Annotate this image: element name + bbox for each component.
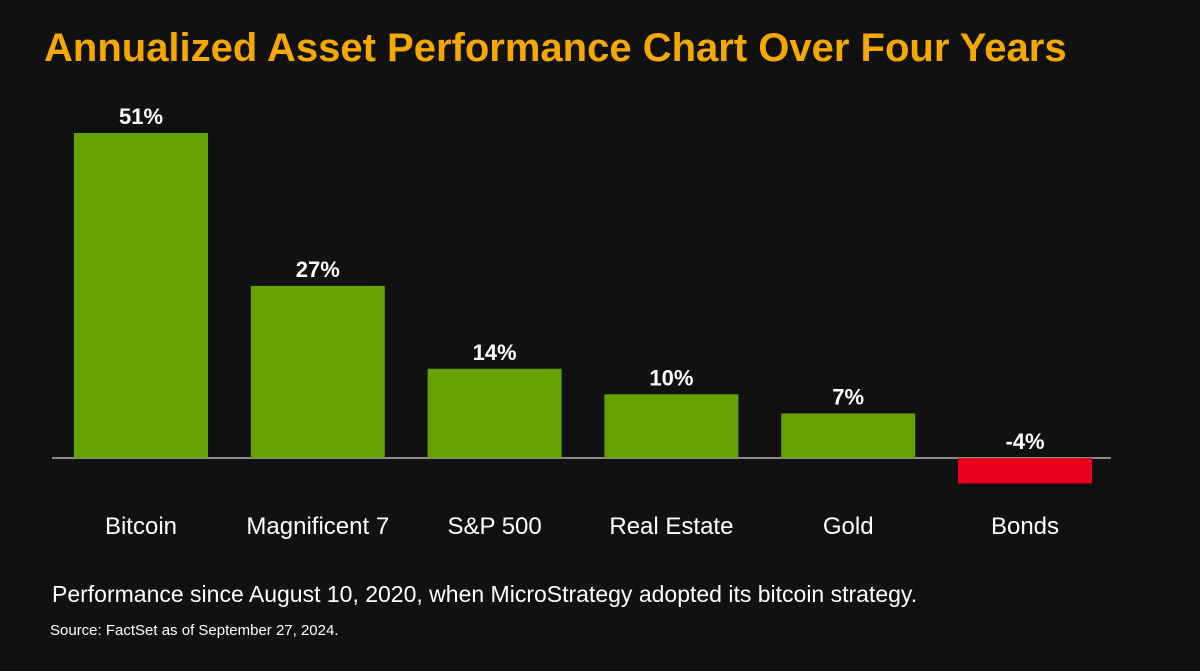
source-note: Source: FactSet as of September 27, 2024… (50, 622, 339, 639)
category-label-bitcoin: Bitcoin (105, 513, 177, 540)
bar-sandp-500 (427, 368, 562, 458)
bar-gold (781, 413, 916, 458)
category-label-sandp-500: S&P 500 (447, 513, 541, 540)
value-label-real-estate: 10% (649, 365, 693, 390)
value-label-bitcoin: 51% (119, 104, 163, 129)
bars-group (74, 133, 1092, 484)
category-labels-group: Bitcoin Magnificent 7 S&P 500 Real Estate Go… (105, 513, 1059, 540)
category-label-real-estate: Real Estate (609, 513, 733, 540)
bar-real-estate (604, 394, 739, 458)
value-label-bonds: -4% (1005, 429, 1044, 454)
value-label-gold: 7% (832, 384, 864, 409)
category-label-gold: Gold (823, 513, 874, 540)
bar-bonds (958, 458, 1092, 484)
category-label-magnificent-7: Magnificent 7 (246, 513, 389, 540)
value-label-sandp-500: 14% (473, 340, 517, 365)
value-labels-group: 51% 27% 14% 10% 7% -4% (119, 104, 1045, 454)
chart-title: Annualized Asset Performance Chart Over … (44, 26, 1067, 70)
footnote: Performance since August 10, 2020, when … (52, 581, 918, 607)
value-label-magnificent-7: 27% (296, 257, 340, 282)
bar-bitcoin (74, 133, 208, 458)
bar-magnificent-7 (250, 285, 385, 458)
category-label-bonds: Bonds (991, 513, 1059, 540)
